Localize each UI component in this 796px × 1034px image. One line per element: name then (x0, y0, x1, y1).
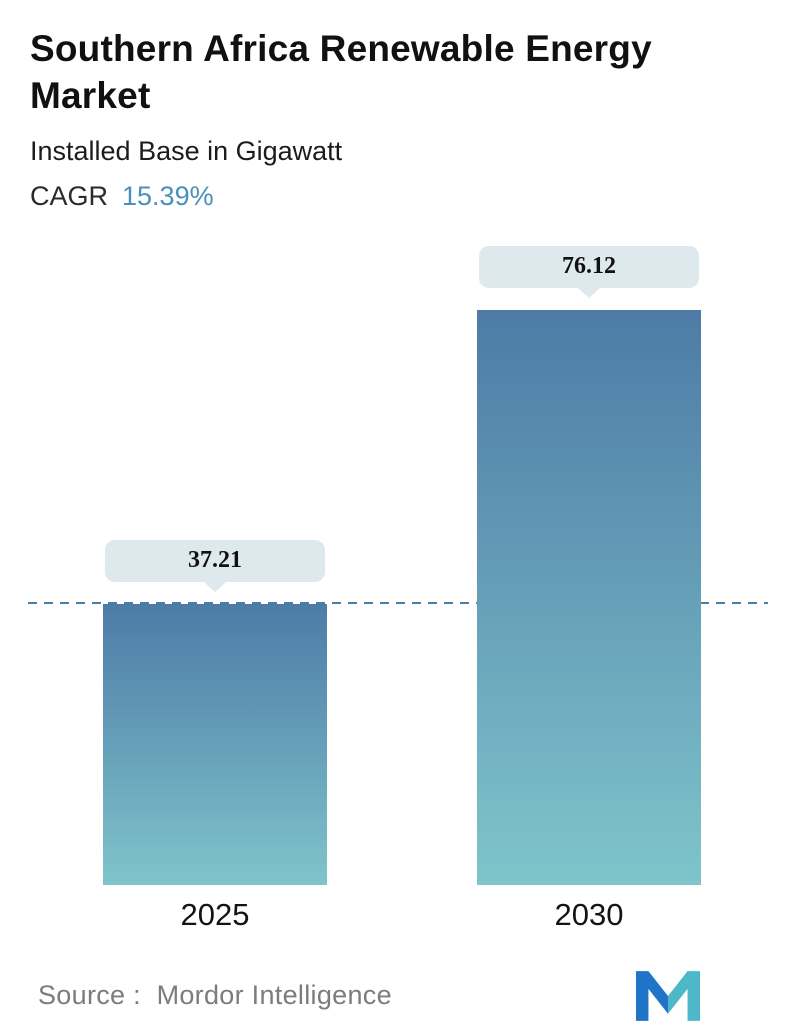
x-axis-label: 2025 (180, 896, 250, 932)
value-label: 76.12 (562, 253, 616, 280)
cagr-label: CAGR (30, 180, 109, 211)
x-axis-labels: 2025 2030 (28, 897, 768, 943)
value-label: 37.21 (188, 547, 242, 574)
source-name: Mordor Intelligence (156, 980, 392, 1011)
bar-chart: 37.21 76.12 (28, 245, 768, 885)
value-callout: 37.21 (105, 539, 325, 582)
value-callout: 76.12 (479, 245, 699, 288)
source-prefix: Source : (38, 980, 141, 1011)
chart-footer: Source : Mordor Intelligence (0, 971, 796, 1021)
reference-dashed-line (28, 601, 768, 604)
source-separator (141, 980, 157, 1010)
chart-header: Southern Africa Renewable Energy Market … (0, 0, 796, 212)
bar (103, 603, 327, 885)
chart-subtitle: Installed Base in Gigawatt (30, 135, 343, 166)
x-axis-label: 2030 (554, 896, 624, 932)
bar (477, 309, 701, 885)
mordor-intelligence-logo (636, 971, 700, 1021)
source-attribution: Source : Mordor Intelligence (38, 980, 392, 1011)
cagr-row: CAGR 15.39% (30, 181, 766, 212)
chart-title: Southern Africa Renewable Energy Market (30, 28, 652, 116)
cagr-value: 15.39% (122, 180, 214, 211)
